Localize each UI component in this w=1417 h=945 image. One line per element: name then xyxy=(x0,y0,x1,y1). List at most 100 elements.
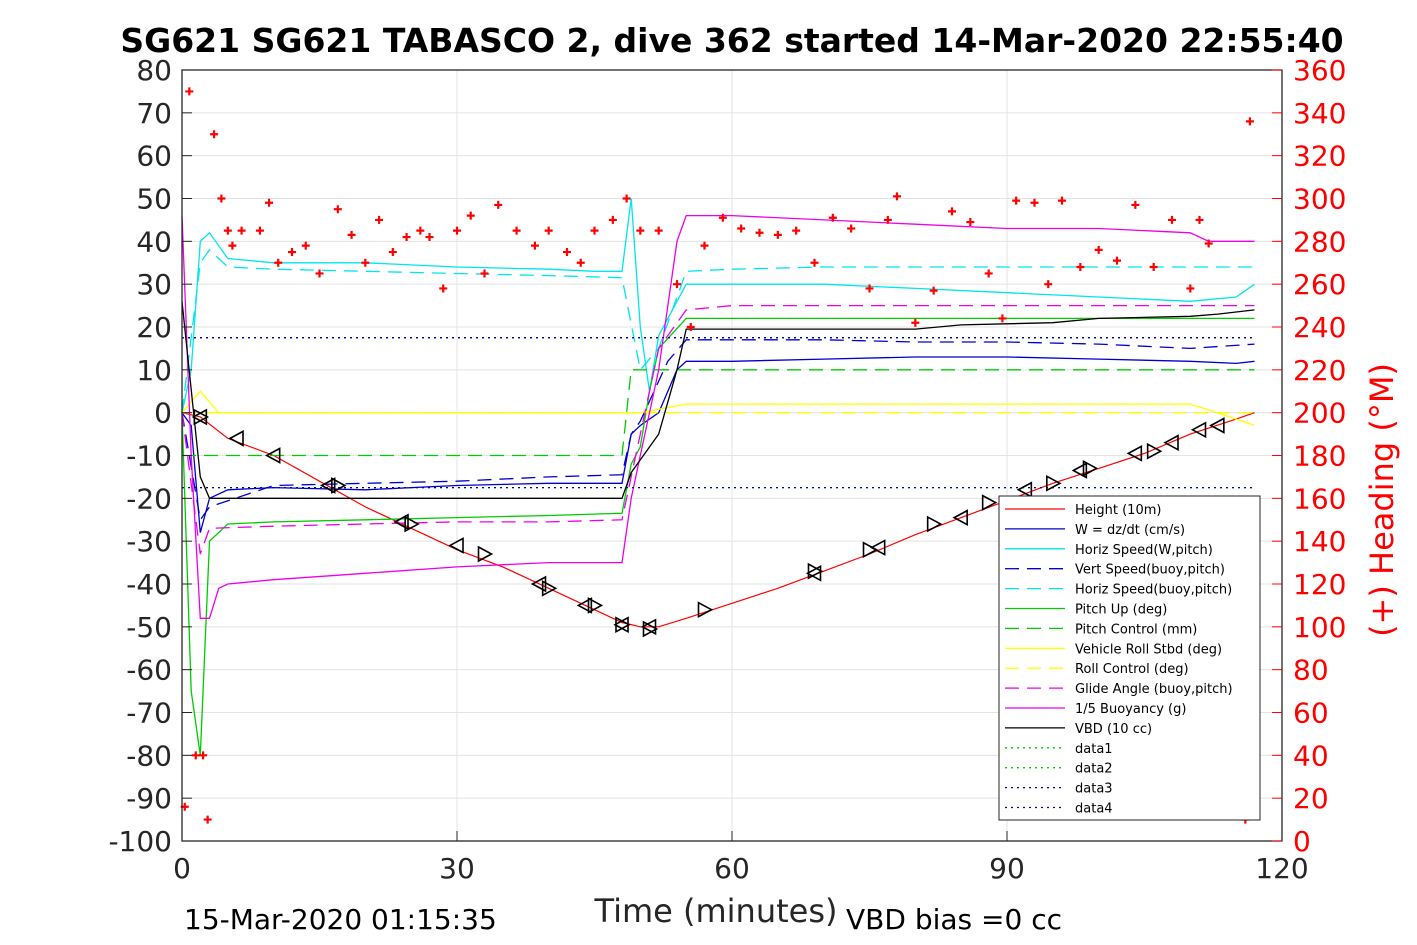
heading-point-43 xyxy=(737,224,746,233)
marker-right-2 xyxy=(404,515,420,533)
heading-point-24 xyxy=(439,284,448,293)
legend-label-data2: data2 xyxy=(1075,762,1113,777)
y-right-tick-label-16: 40 xyxy=(1293,739,1329,772)
heading-point-69 xyxy=(1186,284,1195,293)
heading-point-11 xyxy=(265,198,274,207)
heading-point-6 xyxy=(217,194,226,203)
heading-point-47 xyxy=(810,258,819,267)
series-height xyxy=(181,412,1255,628)
legend-label-pitch_ctl: Pitch Control (mm) xyxy=(1075,622,1197,637)
marker-left-13 xyxy=(1016,481,1033,499)
series-layer xyxy=(181,198,1255,756)
y-right-tick-label-1: 340 xyxy=(1293,97,1346,130)
vbd-bias-annotation: VBD bias =0 cc xyxy=(846,903,1062,936)
heading-point-45 xyxy=(773,230,782,239)
heading-series xyxy=(180,87,1254,824)
heading-point-59 xyxy=(1012,196,1021,205)
heading-point-20 xyxy=(388,248,397,257)
y-right-tick-label-18: 0 xyxy=(1293,825,1311,858)
marker-left-3 xyxy=(319,477,336,494)
heading-point-52 xyxy=(893,192,901,201)
heading-point-46 xyxy=(792,226,801,235)
heading-point-26 xyxy=(466,211,475,220)
marker-left-5 xyxy=(448,537,464,554)
y-tick-label-10: -20 xyxy=(126,482,172,515)
y-tick-label-12: -40 xyxy=(126,568,172,601)
marker-left-17 xyxy=(1190,421,1207,439)
heading-point-13 xyxy=(288,248,296,257)
heading-point-19 xyxy=(375,215,384,224)
right-axis-label: (+) Heading (°M) xyxy=(1363,363,1401,637)
y-right-tick-label-2: 320 xyxy=(1293,140,1346,173)
marker-left-9 xyxy=(640,618,657,636)
y-right-tick-label-4: 280 xyxy=(1293,225,1346,258)
heading-point-55 xyxy=(948,207,956,216)
y-tick-label-2: 60 xyxy=(136,140,172,173)
y-right-tick-label-14: 80 xyxy=(1293,654,1329,687)
y-right-tick-label-5: 260 xyxy=(1293,268,1346,301)
heading-point-54 xyxy=(929,286,938,295)
heading-point-16 xyxy=(333,205,342,214)
y-tick-label-11: -30 xyxy=(126,525,172,558)
marker-right-12 xyxy=(981,494,998,511)
heading-point-21 xyxy=(402,233,411,242)
y-tick-label-13: -50 xyxy=(126,611,172,644)
x-tick-label-1: 30 xyxy=(439,852,475,885)
marker-left-4 xyxy=(393,513,409,531)
heading-point-65 xyxy=(1113,256,1121,265)
legend-label-data4: data4 xyxy=(1075,802,1113,817)
heading-point-42 xyxy=(718,213,727,222)
y-tick-label-1: 70 xyxy=(136,97,172,130)
marker-right-8 xyxy=(697,601,714,619)
marker-right-5 xyxy=(587,597,604,614)
series-buoy xyxy=(181,214,1255,619)
heading-point-44 xyxy=(755,228,764,237)
marker-left-11 xyxy=(869,539,886,556)
triangle-markers xyxy=(191,408,1225,638)
heading-point-56 xyxy=(966,218,975,227)
heading-point-53 xyxy=(911,318,920,327)
marker-left-6 xyxy=(530,575,547,593)
heading-point-61 xyxy=(1044,280,1053,289)
series-horiz_buoy xyxy=(181,248,1255,413)
heading-point-30 xyxy=(530,241,539,250)
heading-point-63 xyxy=(1076,263,1085,272)
legend-label-pitch: Pitch Up (deg) xyxy=(1075,603,1167,618)
heading-point-48 xyxy=(828,213,837,222)
marker-left-7 xyxy=(576,597,593,614)
legend-label-roll_ctl: Roll Control (deg) xyxy=(1075,662,1189,677)
marker-right-14 xyxy=(1082,460,1099,477)
heading-point-25 xyxy=(453,226,461,235)
y-tick-label-14: -60 xyxy=(126,654,172,687)
marker-left-10 xyxy=(805,564,822,582)
heading-point-50 xyxy=(865,284,874,293)
heading-point-58 xyxy=(998,314,1007,323)
legend-box xyxy=(998,495,1261,821)
marker-right-9 xyxy=(807,562,824,580)
y-tick-label-0: 80 xyxy=(136,54,172,87)
axis-ticks: 80706050403020100-10-20-30-40-50-60-70-8… xyxy=(108,54,1346,885)
legend-label-glide: Glide Angle (buoy,pitch) xyxy=(1075,682,1233,697)
heading-point-22 xyxy=(416,226,425,235)
marker-right-0 xyxy=(193,408,210,426)
marker-right-1 xyxy=(331,477,347,494)
heading-point-7 xyxy=(223,226,232,235)
y-right-tick-label-3: 300 xyxy=(1293,183,1346,216)
heading-point-5 xyxy=(210,130,219,139)
heading-point-28 xyxy=(494,200,503,209)
marker-right-6 xyxy=(615,616,631,634)
heading-point-34 xyxy=(590,226,599,235)
marker-left-18 xyxy=(1209,417,1225,434)
heading-point-9 xyxy=(237,226,246,235)
heading-point-31 xyxy=(544,226,553,235)
heading-point-29 xyxy=(512,226,521,235)
legend-label-vert_buoy: Vert Speed(buoy,pitch) xyxy=(1075,563,1225,578)
marker-right-4 xyxy=(541,579,558,597)
heading-point-1 xyxy=(185,87,194,96)
y-right-tick-label-15: 60 xyxy=(1293,697,1329,730)
y-right-tick-label-6: 240 xyxy=(1293,311,1346,344)
y-right-tick-label-12: 120 xyxy=(1293,568,1346,601)
heading-point-32 xyxy=(563,248,571,257)
heading-point-49 xyxy=(847,224,856,233)
